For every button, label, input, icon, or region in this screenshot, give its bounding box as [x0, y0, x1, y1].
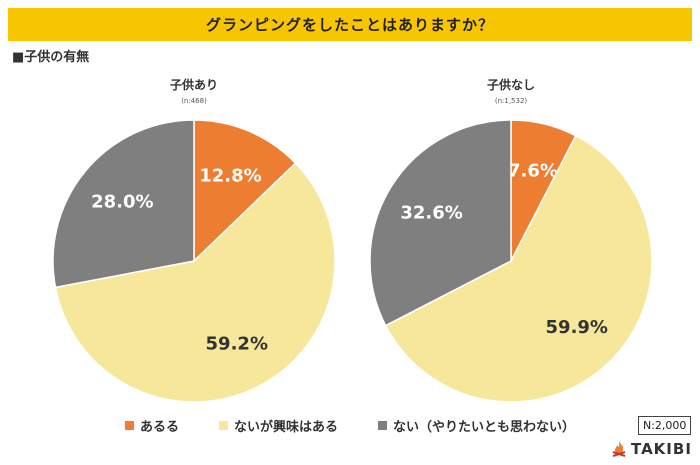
- pie-slice: [54, 162, 336, 403]
- pie-slice: [193, 119, 297, 263]
- legend-item-interested: ないが興味はある: [218, 416, 338, 435]
- pie-slice: [52, 119, 195, 289]
- title-bar: グランピングをしたことはありますか？: [8, 8, 692, 41]
- slice-label: 28.0%: [91, 192, 153, 213]
- slice-label: 59.2%: [206, 334, 268, 355]
- sample-total-box: N:2,000: [638, 416, 692, 435]
- legend-swatch-interested: [218, 421, 228, 430]
- slice-label: 32.6%: [400, 203, 462, 224]
- pie-chart-1: 子供あり (n:468) 12.8% 59.2% 28.0%: [52, 77, 336, 403]
- pie-slice: [369, 119, 512, 327]
- legend-label-interested: ないが興味はある: [233, 420, 338, 435]
- campfire-icon: [612, 441, 626, 457]
- pie-sample-size: (n:1,532): [495, 97, 528, 105]
- brand-logo: TAKIBI: [611, 440, 692, 458]
- slice-label: 59.9%: [546, 317, 608, 338]
- pie-title: 子供あり: [170, 77, 218, 92]
- brand-name: TAKIBI: [631, 440, 692, 458]
- legend-swatch-aru: [124, 421, 134, 430]
- legend-label-nai: ない（やりたいとも思わない）: [393, 420, 576, 435]
- section-label: ■子供の有無: [12, 50, 90, 65]
- pie-chart-2: 子供なし (n:1,532) 7.6% 59.9% 32.6%: [369, 77, 653, 403]
- legend-label-aru: あるる: [139, 420, 179, 435]
- pie-slice: [384, 134, 653, 403]
- legend-item-nai: ない（やりたいとも思わない）: [378, 416, 575, 435]
- slice-label: 12.8%: [199, 165, 261, 186]
- chart-title: グランピングをしたことはありますか？: [205, 16, 494, 34]
- legend-swatch-nai: [378, 421, 387, 430]
- legend: あるる ないが興味はある ない（やりたいとも思わない）: [0, 416, 700, 435]
- pie-title: 子供なし: [487, 77, 535, 92]
- slice-label: 7.6%: [508, 161, 558, 182]
- legend-item-aru: あるる: [124, 416, 179, 435]
- pie-sample-size: (n:468): [181, 97, 207, 105]
